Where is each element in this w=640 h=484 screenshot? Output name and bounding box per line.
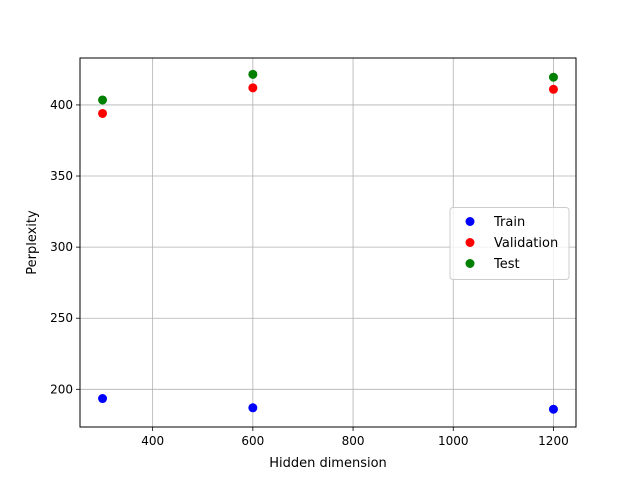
data-point-train xyxy=(98,394,108,404)
y-axis-label: Perplexity xyxy=(25,210,40,275)
grid-lines xyxy=(80,58,576,427)
data-point-train xyxy=(248,403,258,413)
legend-label-validation: Validation xyxy=(494,236,558,251)
legend-box xyxy=(449,207,570,280)
x-tick-label: 1200 xyxy=(538,434,569,448)
legend-label-train: Train xyxy=(493,215,525,230)
data-point-validation xyxy=(98,108,108,118)
x-tick-label: 800 xyxy=(342,434,365,448)
x-tick-label: 400 xyxy=(141,434,164,448)
data-point-validation xyxy=(548,84,558,94)
legend-marker-validation xyxy=(465,238,475,247)
y-tick-label: 300 xyxy=(50,240,73,254)
x-tick-label: 600 xyxy=(241,434,264,448)
x-tick-label: 1000 xyxy=(438,434,469,448)
y-tick-label: 350 xyxy=(50,169,73,183)
data-point-train xyxy=(548,404,558,414)
legend-label-test: Test xyxy=(493,257,520,272)
y-tick-label: 250 xyxy=(50,311,73,325)
data-points xyxy=(98,69,558,414)
data-point-test xyxy=(248,69,258,79)
data-point-validation xyxy=(248,83,258,93)
legend-marker-test xyxy=(465,259,475,268)
plot-area-frame xyxy=(79,57,577,428)
data-point-test xyxy=(98,95,108,105)
legend: Train Validation Test xyxy=(449,207,570,280)
x-axis-label: Hidden dimension xyxy=(269,456,387,471)
data-point-test xyxy=(548,72,558,82)
legend-marker-train xyxy=(465,217,475,226)
y-tick-label: 200 xyxy=(50,382,73,396)
y-tick-label: 400 xyxy=(50,98,73,112)
axis-ticks: 400 600 800 1000 1200 200 250 300 350 400 xyxy=(50,98,569,448)
